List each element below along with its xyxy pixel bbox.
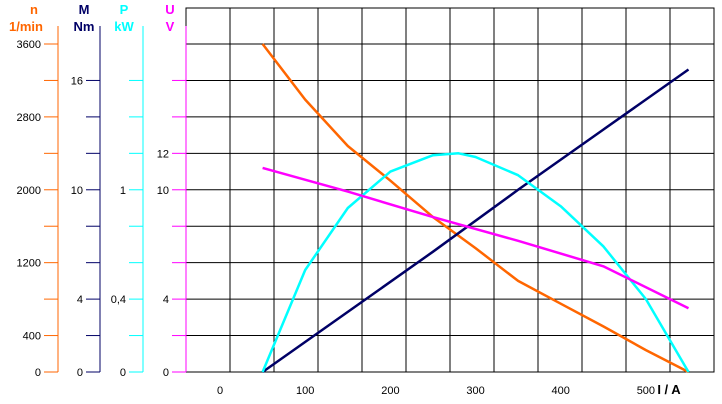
axis-U-tick-label: 10 xyxy=(157,185,169,197)
axis-n-tick-label: 2000 xyxy=(17,185,41,197)
axis-n-unit: 1/min xyxy=(9,19,43,34)
axis-U-tick-label: 4 xyxy=(163,294,169,306)
axis-M-unit: Nm xyxy=(74,19,95,34)
x-tick-label: 100 xyxy=(296,385,314,397)
axis-P-tick-label: 0 xyxy=(120,367,126,379)
x-tick-label: 200 xyxy=(381,385,399,397)
axis-P-unit: kW xyxy=(114,19,134,34)
axis-M-tick-label: 4 xyxy=(77,294,83,306)
axis-U-tick-label: 12 xyxy=(157,148,169,160)
axis-M-tick-label: 10 xyxy=(71,185,83,197)
axis-n-tick-label: 1200 xyxy=(17,258,41,270)
axis-U: UV 0 4 10 12 xyxy=(157,2,187,379)
x-axis: 0 100 200 300 400 500 xyxy=(217,385,655,397)
y-axes: n1/min04001200200028003600MNm041016PkW00… xyxy=(9,2,187,379)
series-lines xyxy=(261,43,690,374)
x-axis-label: I / A xyxy=(657,382,681,397)
axis-U-unit: V xyxy=(166,19,175,34)
series-M-line xyxy=(261,68,690,374)
series-P-line xyxy=(261,152,690,373)
grid xyxy=(185,7,715,373)
axis-M-tick-label: 0 xyxy=(77,367,83,379)
axis-M-tick-label: 16 xyxy=(71,75,83,87)
axis-P-tick-label: 1 xyxy=(120,185,126,197)
axis-n-tick-label: 0 xyxy=(35,367,41,379)
series-U-line xyxy=(262,166,690,310)
axis-n-tick-label: 2800 xyxy=(17,112,41,124)
axis-U-tick-label: 0 xyxy=(163,367,169,379)
x-tick-label: 0 xyxy=(217,385,223,397)
axis-P: PkW 0 0,4 1 xyxy=(111,2,144,379)
x-tick-label: 400 xyxy=(552,385,570,397)
axis-n-symbol: n xyxy=(30,2,38,17)
axis-U-symbol: U xyxy=(165,2,174,17)
axis-P-symbol: P xyxy=(120,2,129,17)
axis-n-tick-label: 400 xyxy=(23,331,41,343)
x-tick-label: 500 xyxy=(637,385,655,397)
axis-M-symbol: M xyxy=(79,2,90,17)
axis-n-tick-label: 3600 xyxy=(17,39,41,51)
x-tick-label: 300 xyxy=(466,385,484,397)
series-n-line xyxy=(261,43,690,374)
axis-M: M Nm 0 4 10 16 xyxy=(71,2,101,379)
axis-n: n 1/min 0 400 1200 2000 2800 3600 xyxy=(9,2,59,379)
axis-P-tick-label: 0,4 xyxy=(111,294,126,306)
